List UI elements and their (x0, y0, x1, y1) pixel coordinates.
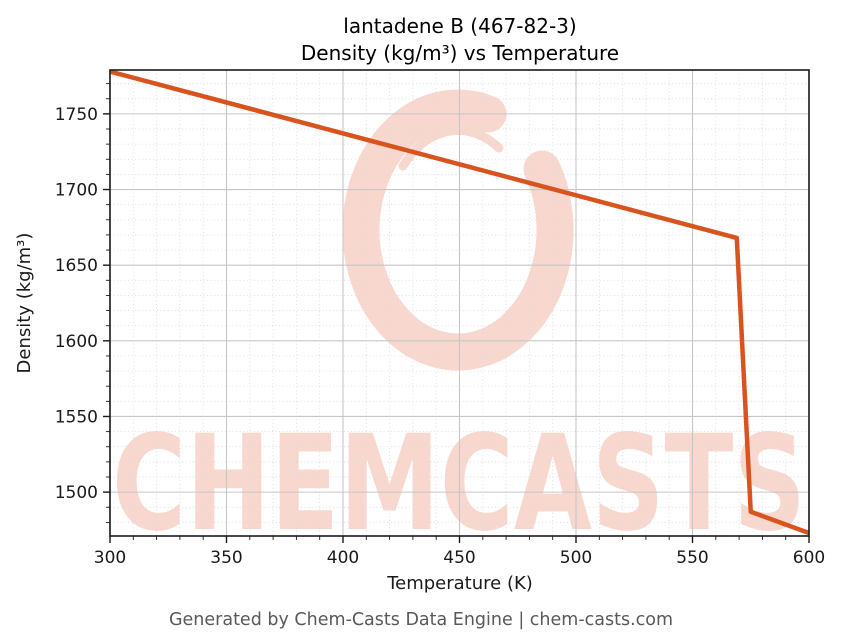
chart-title-line1: lantadene B (467-82-3) (343, 14, 576, 38)
y-tick-label: 1500 (55, 483, 98, 503)
y-tick-labels: 1500 1550 1600 1650 1700 1750 (55, 105, 98, 503)
x-tick-label: 300 (94, 548, 126, 568)
y-axis-label: Density (kg/m³) (14, 233, 35, 374)
y-tick-label: 1650 (55, 256, 98, 276)
x-tick-label: 550 (676, 548, 708, 568)
y-tick-label: 1550 (55, 407, 98, 427)
y-tick-label: 1700 (55, 181, 98, 201)
density-line (109, 69, 810, 536)
footer-credit: Generated by Chem-Casts Data Engine | ch… (169, 610, 673, 630)
c-swirl-logo-icon (342, 89, 574, 371)
x-tick-label: 600 (793, 548, 825, 568)
data-series (109, 69, 810, 536)
plot-frame (109, 69, 810, 537)
x-tick-label: 450 (443, 548, 475, 568)
x-tick-label: 400 (327, 548, 359, 568)
chart-title-line2: Density (kg/m³) vs Temperature (301, 41, 619, 65)
y-tick-label: 1600 (55, 332, 98, 352)
x-tick-label: 500 (560, 548, 592, 568)
x-tick-label: 350 (210, 548, 242, 568)
x-tick-labels: 300 350 400 450 500 550 600 (94, 548, 825, 568)
y-tick-label: 1750 (55, 105, 98, 125)
x-axis-label: Temperature (K) (386, 573, 533, 594)
